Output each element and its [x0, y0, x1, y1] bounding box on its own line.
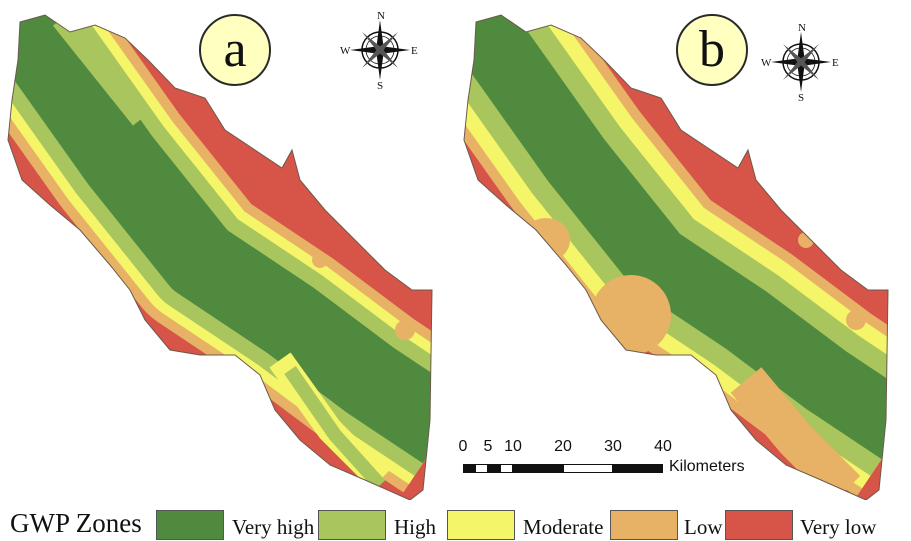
- scale-tick: 5: [483, 438, 493, 455]
- legend-swatch-very-high: [156, 510, 224, 540]
- zone-very-high: [8, 15, 432, 464]
- compass-rose-icon: N S E W: [340, 10, 418, 90]
- panel-label-b: b: [676, 14, 748, 86]
- compass-w: W: [761, 57, 772, 69]
- legend-swatch-very-low: [725, 510, 793, 540]
- legend-swatch-moderate: [447, 510, 515, 540]
- scale-unit: Kilometers: [669, 458, 745, 475]
- legend-swatch-high: [318, 510, 386, 540]
- district-boundary-b: [463, 14, 889, 500]
- compass-s: S: [377, 80, 383, 90]
- map-a-svg: [7, 14, 433, 500]
- legend: GWP Zones Very high High Moderate Low Ve…: [0, 500, 911, 541]
- scale-tick: 0: [458, 438, 468, 455]
- scale-segment: [563, 464, 613, 473]
- scale-tick: 30: [604, 438, 622, 455]
- legend-label-very-low: Very low: [800, 515, 877, 539]
- compass-e: E: [832, 57, 839, 69]
- compass-e: E: [411, 45, 418, 57]
- legend-label-moderate: Moderate: [523, 515, 604, 539]
- district-boundary-a: [7, 14, 433, 500]
- scale-segment: [613, 464, 663, 473]
- scale-bar: 0 5 10 20 30 40 Kilometers: [455, 438, 775, 478]
- compass-s: S: [798, 92, 804, 102]
- scale-segment: [488, 464, 500, 473]
- map-panel-a: a N S E W: [0, 0, 455, 500]
- legend-label-low: Low: [684, 515, 723, 539]
- scale-segment: [463, 464, 475, 473]
- compass-n: N: [798, 22, 806, 34]
- compass-rose-icon: N S E W: [761, 22, 839, 102]
- scale-tick: 20: [554, 438, 572, 455]
- legend-label-very-high: Very high: [232, 515, 315, 539]
- scale-tick: 10: [504, 438, 522, 455]
- panel-label-a: a: [199, 14, 271, 86]
- map-b-svg: [463, 14, 889, 500]
- map-panel-b: b N S E W: [456, 0, 911, 500]
- scale-segment: [513, 464, 563, 473]
- scale-segment: [475, 464, 488, 473]
- scale-tick: 40: [654, 438, 672, 455]
- legend-swatch-low: [610, 510, 678, 540]
- scale-segment: [500, 464, 513, 473]
- compass-w: W: [340, 45, 351, 57]
- legend-title: GWP Zones: [10, 508, 142, 538]
- compass-n: N: [377, 10, 385, 22]
- legend-label-high: High: [394, 515, 436, 539]
